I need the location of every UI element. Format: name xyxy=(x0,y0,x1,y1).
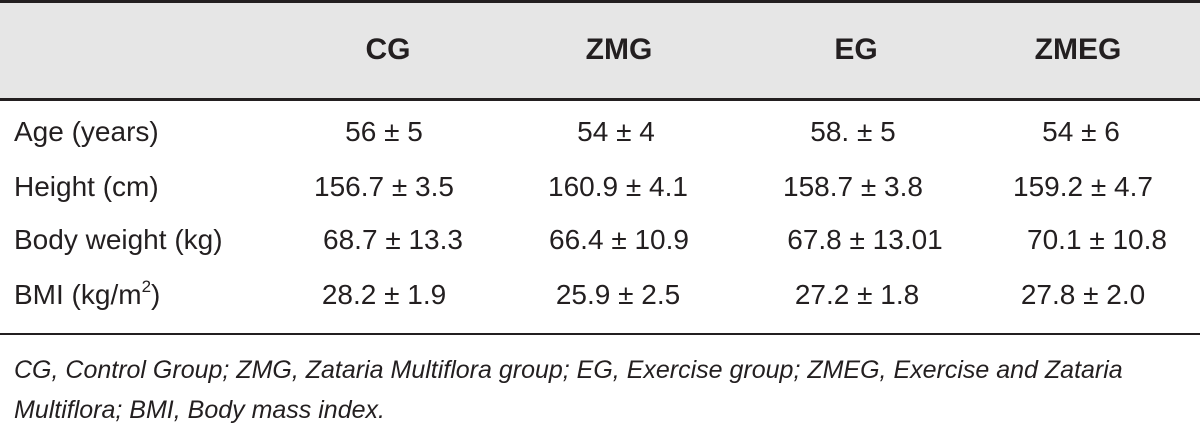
table-top-rule xyxy=(0,0,1200,3)
cell-zmg: 66.4 ± 10.9 xyxy=(549,215,689,265)
row-label: Height (cm) xyxy=(14,162,159,212)
table-row-bmi: BMI (kg/m2) 28.2 ± 1.9 25.9 ± 2.5 27.2 ±… xyxy=(0,270,1200,320)
cell-eg: 67.8 ± 13.01 xyxy=(787,215,943,265)
table-row-height: Height (cm) 156.7 ± 3.5 160.9 ± 4.1 158.… xyxy=(0,162,1200,212)
cell-cg: 28.2 ± 1.9 xyxy=(322,270,446,320)
column-header-zmg: ZMG xyxy=(586,30,653,70)
table-header-rule xyxy=(0,98,1200,101)
cell-zmg: 160.9 ± 4.1 xyxy=(548,162,688,212)
table-row-age: Age (years) 56 ± 5 54 ± 4 58. ± 5 54 ± 6 xyxy=(0,107,1200,157)
cell-zmeg: 159.2 ± 4.7 xyxy=(1013,162,1153,212)
column-header-eg: EG xyxy=(834,30,877,70)
row-label-superscript: 2 xyxy=(142,277,151,296)
table-footnote: CG, Control Group; ZMG, Zataria Multiflo… xyxy=(14,350,1189,430)
cell-eg: 158.7 ± 3.8 xyxy=(783,162,923,212)
row-label-tail: ) xyxy=(151,279,160,310)
cell-zmeg: 70.1 ± 10.8 xyxy=(1027,215,1167,265)
cell-zmeg: 54 ± 6 xyxy=(1042,107,1120,157)
cell-cg: 156.7 ± 3.5 xyxy=(314,162,454,212)
row-label-base: BMI (kg/m xyxy=(14,279,142,310)
cell-zmg: 25.9 ± 2.5 xyxy=(556,270,680,320)
column-header-zmeg: ZMEG xyxy=(1035,30,1122,70)
table-bottom-rule xyxy=(0,333,1200,335)
column-header-cg: CG xyxy=(366,30,411,70)
cell-zmeg: 27.8 ± 2.0 xyxy=(1021,270,1145,320)
row-label: Body weight (kg) xyxy=(14,215,223,265)
cell-cg: 56 ± 5 xyxy=(345,107,423,157)
row-label: Age (years) xyxy=(14,107,159,157)
cell-cg: 68.7 ± 13.3 xyxy=(323,215,463,265)
cell-eg: 58. ± 5 xyxy=(810,107,895,157)
table-row-body-weight: Body weight (kg) 68.7 ± 13.3 66.4 ± 10.9… xyxy=(0,215,1200,265)
cell-zmg: 54 ± 4 xyxy=(577,107,655,157)
row-label: BMI (kg/m2) xyxy=(14,270,160,320)
cell-eg: 27.2 ± 1.8 xyxy=(795,270,919,320)
